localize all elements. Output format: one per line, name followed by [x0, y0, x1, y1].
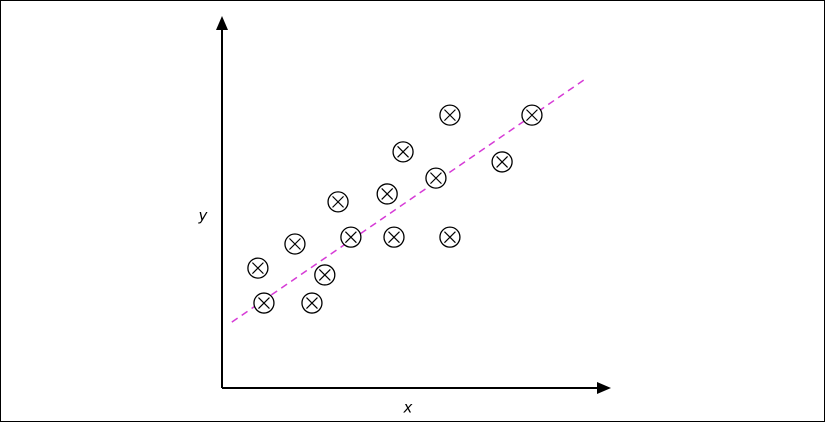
point-cross	[251, 262, 264, 275]
point-cross	[444, 231, 456, 244]
y-arrow	[216, 16, 228, 30]
point	[314, 264, 336, 286]
point	[301, 292, 323, 314]
point-cross	[344, 231, 357, 244]
point-cross	[381, 188, 394, 200]
point	[439, 104, 461, 126]
point	[383, 226, 405, 248]
point-cross	[289, 238, 301, 250]
point	[247, 257, 269, 279]
point-cross	[526, 109, 538, 122]
point-cross	[318, 269, 331, 281]
point-cross	[306, 297, 318, 309]
point-cross	[397, 145, 409, 158]
point	[425, 167, 447, 189]
point	[284, 233, 306, 255]
point	[439, 226, 461, 248]
point	[327, 191, 349, 213]
point-cross	[258, 297, 270, 309]
point	[491, 151, 513, 173]
x-arrow	[597, 382, 611, 394]
x-axis-label: x	[403, 399, 413, 417]
point	[253, 292, 275, 314]
point-cross	[332, 195, 344, 208]
point	[376, 183, 398, 205]
point-cross	[430, 172, 442, 185]
point-cross	[496, 155, 509, 168]
point-cross	[388, 231, 400, 244]
point	[521, 104, 543, 126]
y-axis-label: y	[198, 207, 209, 225]
point	[392, 141, 414, 163]
point-cross	[444, 109, 456, 122]
point	[340, 226, 362, 248]
